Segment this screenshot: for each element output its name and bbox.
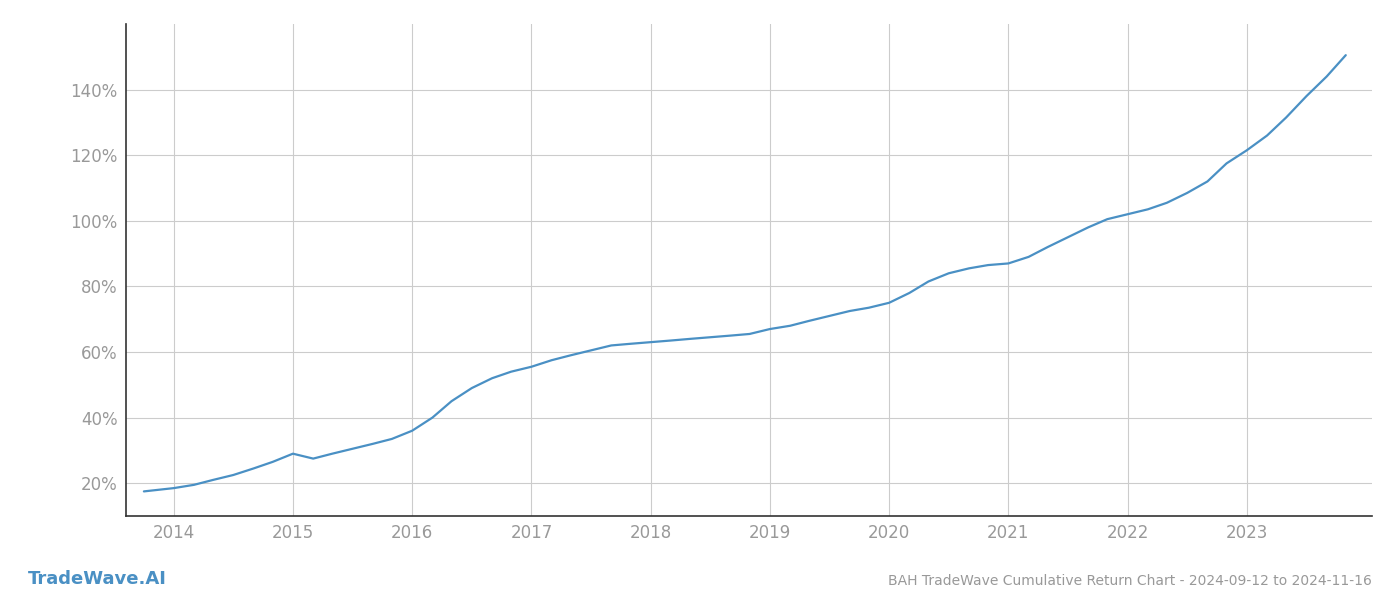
Text: BAH TradeWave Cumulative Return Chart - 2024-09-12 to 2024-11-16: BAH TradeWave Cumulative Return Chart - … — [888, 574, 1372, 588]
Text: TradeWave.AI: TradeWave.AI — [28, 570, 167, 588]
